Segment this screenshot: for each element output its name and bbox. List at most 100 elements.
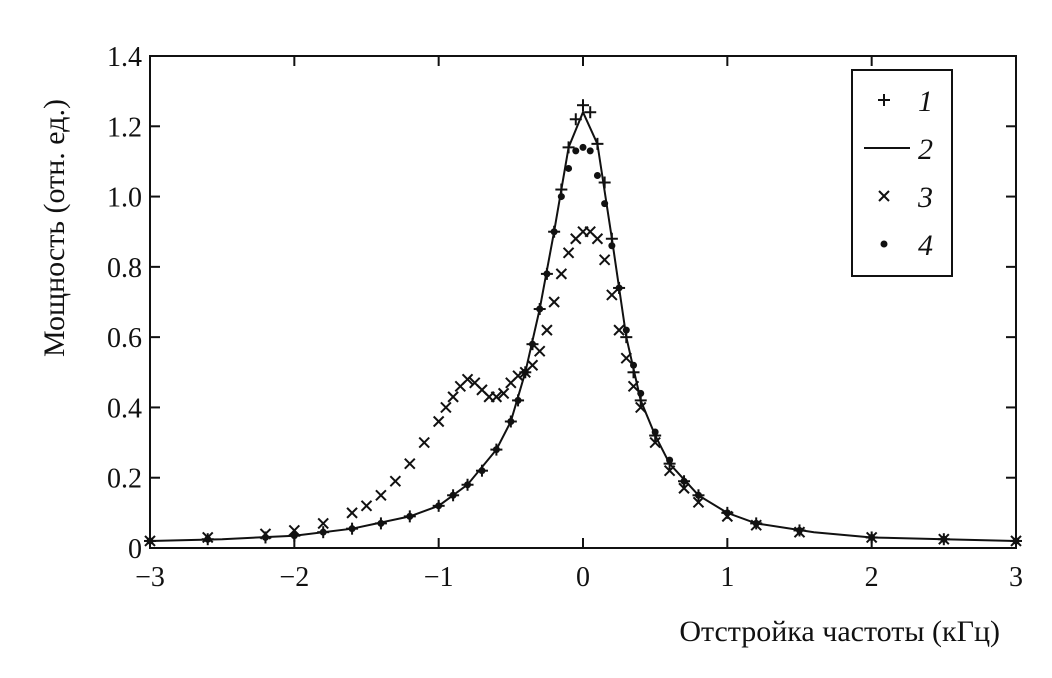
- data-point: [404, 457, 416, 470]
- data-point: [528, 340, 536, 348]
- cross-b: [476, 384, 488, 396]
- data-point: [288, 524, 301, 537]
- data-point: [680, 477, 688, 485]
- data-point: [432, 415, 445, 428]
- data-point: [613, 324, 625, 336]
- x-tick-label: 2: [865, 562, 879, 593]
- legend-label: 1: [918, 85, 933, 118]
- y-tick-label: 0.4: [107, 393, 142, 424]
- data-point: [584, 106, 597, 119]
- cross-b: [562, 247, 575, 259]
- y-tick-label: 0.2: [107, 464, 142, 495]
- y-tick-label: 0: [128, 534, 142, 565]
- cross-b: [461, 373, 474, 386]
- cross-b: [627, 380, 640, 393]
- cross-b: [317, 517, 329, 530]
- legend-marker: [878, 94, 890, 106]
- cross-b: [440, 401, 452, 414]
- data-point: [586, 147, 594, 155]
- data-point: [536, 305, 544, 313]
- cross-b: [555, 268, 568, 280]
- data-point: [317, 517, 329, 530]
- cross-b: [447, 391, 459, 403]
- data-point: [694, 491, 702, 499]
- data-point: [346, 507, 358, 519]
- cross-b: [548, 296, 560, 308]
- cross-b: [591, 233, 604, 245]
- legend-label: 2: [918, 133, 933, 166]
- data-point: [521, 368, 529, 376]
- data-point: [492, 446, 500, 454]
- data-point: [557, 193, 565, 201]
- legend-item: 4: [880, 229, 933, 262]
- data-point: [752, 519, 760, 527]
- cross-b: [418, 436, 430, 449]
- cross-b: [346, 507, 358, 519]
- data-point: [440, 401, 452, 414]
- cross-b: [635, 401, 647, 414]
- data-point: [565, 164, 573, 172]
- cross-b: [526, 359, 539, 371]
- legend-item: 1: [878, 85, 933, 118]
- data-point: [490, 391, 503, 403]
- data-point: [319, 528, 327, 536]
- y-tick-label: 0.6: [107, 323, 142, 354]
- data-point: [598, 254, 611, 266]
- legend-frame: [851, 69, 953, 277]
- data-point: [562, 247, 575, 259]
- cross-b: [375, 489, 387, 501]
- data-point: [940, 535, 948, 543]
- ticks: −3 −2 −1 0 1 2 3 0 0.2 0.4 0.6 0.8 1.0 1.2 1.4: [107, 42, 1023, 593]
- data-point: [593, 171, 601, 179]
- cross-b: [606, 289, 618, 301]
- y-tick-label: 1.4: [107, 42, 142, 73]
- cross-b: [584, 226, 596, 238]
- data-point: [447, 391, 459, 403]
- data-point: [627, 380, 640, 393]
- cross-b: [404, 457, 416, 470]
- cross-b: [490, 391, 503, 403]
- data-point: [577, 99, 589, 112]
- data-point: [533, 345, 546, 357]
- data-point: [375, 489, 387, 501]
- data-point: [601, 200, 609, 208]
- data-point: [615, 284, 623, 292]
- plot-marks: [144, 99, 1022, 547]
- legend-item: 3: [878, 181, 933, 214]
- y-tick-label: 1.2: [107, 112, 142, 143]
- cross-b: [389, 475, 402, 487]
- x-tick-label: 3: [1009, 562, 1023, 593]
- legend: 1 2 3 4: [851, 69, 953, 277]
- cross-b: [497, 387, 510, 400]
- cross-b: [692, 496, 705, 509]
- data-point: [548, 296, 560, 308]
- legend-label: 4: [918, 229, 933, 262]
- data-point: [651, 428, 659, 436]
- data-point: [290, 532, 298, 540]
- data-point: [678, 482, 690, 494]
- series-2: [149, 109, 1017, 542]
- cross-b: [469, 377, 481, 389]
- cross-b: [432, 415, 445, 428]
- data-point: [526, 359, 539, 371]
- cross-b: [288, 524, 301, 537]
- data-point: [666, 456, 674, 464]
- x-axis-title: Отстройка частоты (кГц): [679, 615, 1000, 648]
- data-point: [630, 361, 638, 369]
- data-point: [464, 481, 472, 489]
- cross-b: [878, 190, 890, 202]
- data-point: [635, 401, 647, 414]
- data-point: [418, 436, 430, 449]
- data-point: [478, 467, 486, 475]
- data-point: [541, 324, 553, 336]
- data-point: [497, 387, 510, 400]
- cross-b: [598, 254, 611, 266]
- series-line: [149, 109, 1017, 542]
- data-point: [1012, 537, 1020, 545]
- data-point: [204, 535, 212, 543]
- y-axis-title: Мощность (отн. ед.): [38, 99, 71, 357]
- data-point: [608, 242, 616, 250]
- data-point: [692, 496, 705, 509]
- data-point: [543, 270, 551, 278]
- data-point: [579, 143, 587, 151]
